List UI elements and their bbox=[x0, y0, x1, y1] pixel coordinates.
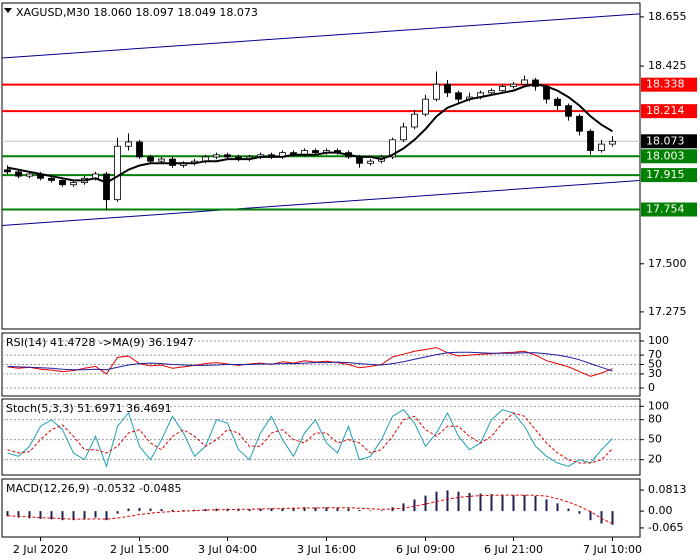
candle-body bbox=[136, 141, 143, 158]
x-tick-label: 2 Jul 2020 bbox=[13, 543, 68, 556]
y-tick-label: 0 bbox=[648, 381, 655, 394]
candle-body bbox=[543, 85, 550, 100]
candle-body bbox=[422, 98, 429, 115]
candle-body bbox=[532, 79, 539, 87]
candle-body bbox=[576, 115, 583, 132]
y-tick-label: 70 bbox=[648, 348, 662, 361]
x-tick-label: 3 Jul 16:00 bbox=[297, 543, 356, 556]
candle-body bbox=[114, 145, 121, 201]
level-label: 18.073 bbox=[646, 134, 685, 147]
y-tick-label: 20 bbox=[648, 453, 662, 466]
candle-body bbox=[15, 171, 22, 177]
y-tick-label: 18.425 bbox=[648, 59, 687, 72]
panel-frame bbox=[1, 2, 641, 330]
level-label-box bbox=[641, 104, 697, 119]
signal-line bbox=[7, 494, 613, 525]
candle-body bbox=[48, 177, 55, 181]
x-tick-label: 6 Jul 09:00 bbox=[396, 543, 455, 556]
panel-title: XAGUSD,M30 18.060 18.097 18.049 18.073 bbox=[16, 6, 258, 19]
moving-average bbox=[7, 83, 614, 184]
candle-body bbox=[455, 92, 462, 100]
level-label-box bbox=[641, 202, 697, 217]
candle-body bbox=[147, 156, 154, 162]
candle-body bbox=[59, 180, 66, 186]
panel-frame bbox=[1, 478, 641, 538]
candle-body bbox=[444, 83, 451, 94]
candle-body bbox=[411, 113, 418, 128]
level-label-box bbox=[641, 149, 697, 164]
indicator-line bbox=[7, 412, 613, 464]
candle-body bbox=[400, 126, 407, 141]
x-tick-label: 2 Jul 15:00 bbox=[110, 543, 169, 556]
level-label-box bbox=[641, 168, 697, 183]
level-label: 18.003 bbox=[646, 149, 685, 162]
y-tick-label: 100 bbox=[648, 399, 669, 412]
x-tick-label: 6 Jul 21:00 bbox=[484, 543, 543, 556]
y-tick-label: 100 bbox=[648, 334, 669, 347]
candle-body bbox=[103, 173, 110, 201]
level-label: 18.338 bbox=[646, 78, 685, 91]
candle-body bbox=[609, 140, 616, 145]
candle-body bbox=[433, 83, 440, 100]
candle-body bbox=[510, 83, 517, 87]
y-tick-label: 17.500 bbox=[648, 257, 687, 270]
candle-body bbox=[587, 130, 594, 151]
candle-body bbox=[213, 154, 220, 158]
candle-body bbox=[389, 139, 396, 158]
level-label-box bbox=[641, 134, 697, 149]
level-label-box bbox=[641, 77, 697, 92]
candle-body bbox=[26, 173, 33, 177]
candle-body bbox=[312, 150, 319, 154]
candle-body bbox=[554, 98, 561, 107]
candle-body bbox=[4, 169, 11, 173]
panel-frame bbox=[1, 398, 641, 476]
candle-body bbox=[598, 143, 605, 151]
indicator-line bbox=[7, 409, 613, 468]
indicator-line bbox=[7, 347, 613, 377]
y-tick-label: 0.00 bbox=[648, 504, 673, 517]
level-label: 17.915 bbox=[646, 168, 685, 181]
channel-line bbox=[1, 13, 641, 59]
channel-line bbox=[1, 179, 641, 227]
candle-body bbox=[521, 79, 528, 85]
candle-body bbox=[158, 158, 165, 162]
y-tick-label: 18.655 bbox=[648, 10, 687, 23]
indicator-line bbox=[7, 351, 613, 372]
panel-title: MACD(12,26,9) -0.0532 -0.0485 bbox=[6, 482, 181, 495]
candle-body bbox=[367, 160, 374, 164]
y-tick-label: 30 bbox=[648, 367, 662, 380]
candle-body bbox=[125, 141, 132, 147]
panel-title: Stoch(5,3,3) 51.6971 36.4691 bbox=[6, 402, 172, 415]
x-tick-label: 3 Jul 04:00 bbox=[198, 543, 257, 556]
panel-title: RSI(14) 41.4728 ->MA(9) 36.1947 bbox=[6, 336, 194, 349]
y-tick-label: 80 bbox=[648, 413, 662, 426]
candle-body bbox=[565, 105, 572, 117]
candle-body bbox=[169, 158, 176, 166]
x-tick-label: 7 Jul 10:00 bbox=[583, 543, 642, 556]
y-tick-label: 50 bbox=[648, 433, 662, 446]
y-tick-label: 17.275 bbox=[648, 305, 687, 318]
candle-body bbox=[499, 85, 506, 92]
y-tick-label: 0.0813 bbox=[648, 483, 687, 496]
y-tick-label: 50 bbox=[648, 358, 662, 371]
candle-body bbox=[224, 154, 231, 158]
menu-arrow bbox=[4, 8, 12, 13]
level-label: 17.754 bbox=[646, 203, 685, 216]
candle-body bbox=[70, 182, 77, 186]
level-label: 18.214 bbox=[646, 104, 685, 117]
y-tick-label: -0.065 bbox=[648, 521, 683, 534]
candle-body bbox=[488, 90, 495, 94]
